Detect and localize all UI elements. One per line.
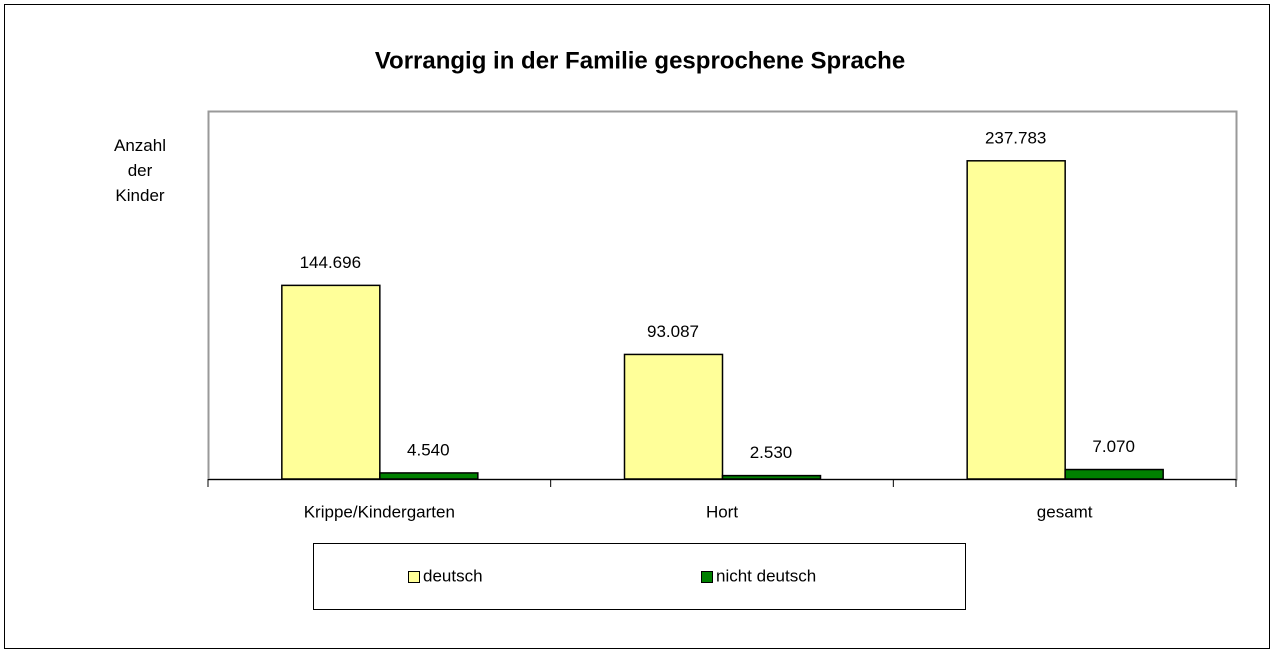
legend-label: deutsch: [423, 566, 483, 585]
value-label: 93.087: [647, 322, 699, 341]
bar: [1064, 468, 1164, 480]
bar: [721, 474, 822, 480]
bar: [379, 472, 479, 480]
legend: [313, 543, 966, 610]
x-tick-label: Hort: [706, 502, 738, 521]
x-tick-label: gesamt: [1037, 502, 1093, 521]
value-label: 4.540: [407, 440, 450, 459]
bar: [966, 160, 1066, 480]
chart-title: Vorrangig in der Familie gesprochene Spr…: [375, 47, 905, 74]
value-label: 237.783: [985, 128, 1046, 147]
bar: [623, 353, 724, 480]
legend-label: nicht deutsch: [716, 566, 816, 585]
value-label: 2.530: [750, 443, 793, 462]
value-label: 7.070: [1092, 437, 1135, 456]
legend-swatch: [701, 571, 713, 583]
bar: [281, 284, 381, 480]
legend-swatch: [408, 571, 420, 583]
y-axis-label: Anzahl der Kinder: [114, 136, 166, 205]
x-tick-label: Krippe/Kindergarten: [304, 502, 455, 521]
value-label: 144.696: [300, 253, 361, 272]
